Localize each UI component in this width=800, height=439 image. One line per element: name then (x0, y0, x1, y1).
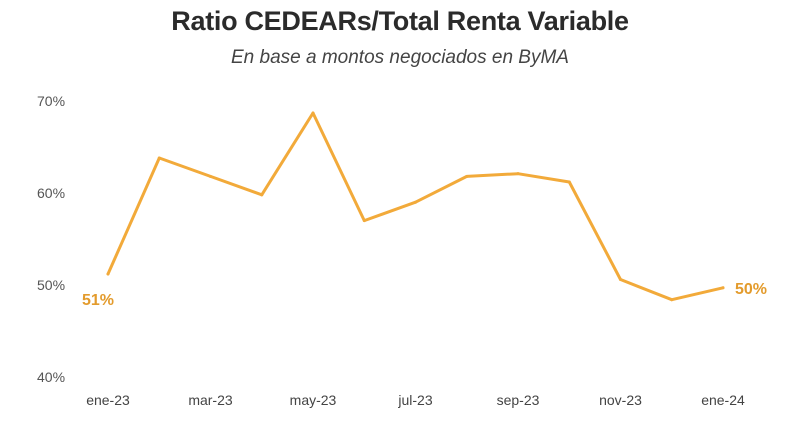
data-point (567, 180, 571, 184)
data-point (157, 156, 161, 160)
x-tick-label: nov-23 (599, 392, 642, 408)
data-point (721, 286, 725, 290)
chart-subtitle: En base a montos negociados en ByMA (231, 47, 569, 68)
series-line (106, 111, 725, 302)
x-tick-label: sep-23 (497, 392, 540, 408)
y-axis: 40% 50% 60% 70% (37, 93, 65, 385)
x-tick-label: ene-24 (701, 392, 745, 408)
data-label: 51% (82, 292, 114, 309)
data-label: 50% (735, 281, 767, 298)
series-group (106, 111, 725, 302)
data-point (260, 193, 264, 197)
y-tick-label: 60% (37, 185, 65, 201)
y-tick-label: 70% (37, 93, 65, 109)
x-tick-label: mar-23 (188, 392, 233, 408)
data-point (362, 219, 366, 223)
data-point (516, 172, 520, 176)
data-point (670, 298, 674, 302)
x-tick-label: may-23 (290, 392, 337, 408)
data-point (209, 174, 212, 178)
data-point (465, 174, 469, 178)
chart-title: Ratio CEDEARs/Total Renta Variable (171, 6, 629, 36)
data-point (619, 277, 622, 281)
x-tick-label: jul-23 (397, 392, 432, 408)
data-point (311, 111, 315, 115)
y-tick-label: 50% (37, 277, 65, 293)
y-tick-label: 40% (37, 369, 65, 385)
x-axis: ene-23 mar-23 may-23 jul-23 sep-23 nov-23 ene-… (86, 392, 745, 408)
x-tick-label: ene-23 (86, 392, 130, 408)
data-point (106, 272, 110, 276)
data-labels: 51% 50% (82, 281, 767, 309)
data-point (414, 200, 417, 204)
